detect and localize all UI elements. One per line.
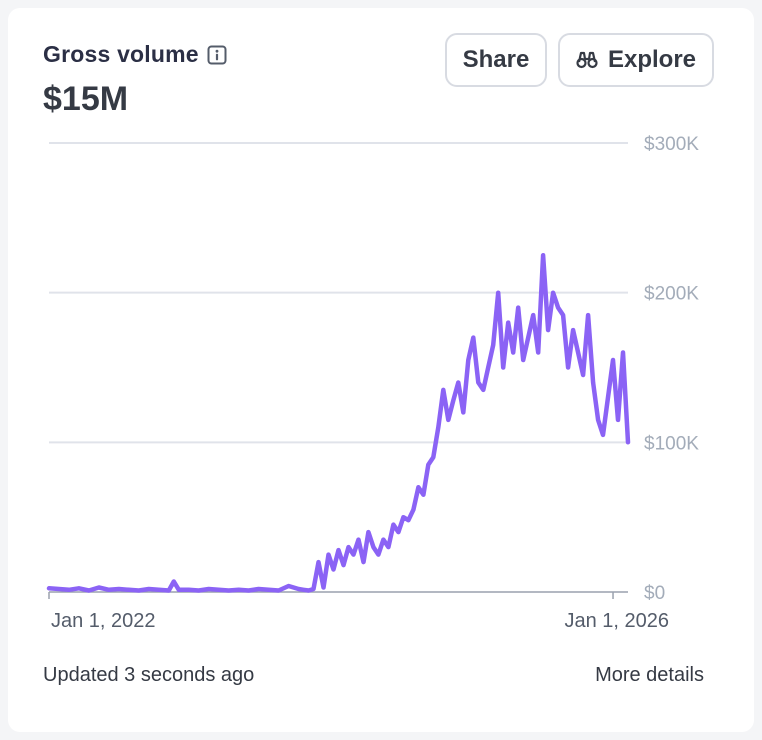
x-tick-label: Jan 1, 2022: [51, 610, 156, 632]
card-header: Gross volume: [43, 41, 227, 68]
series-line-gross-volume[interactable]: [46, 253, 631, 593]
total-value: $15M: [43, 80, 129, 118]
x-tick-label: Jan 1, 2026: [564, 610, 669, 632]
info-icon[interactable]: [207, 45, 227, 65]
updated-status: Updated 3 seconds ago: [43, 664, 255, 686]
explore-button[interactable]: Explore: [558, 33, 714, 87]
y-tick-label: $300K: [644, 134, 699, 155]
explore-button-label: Explore: [607, 46, 697, 73]
binoculars-icon: [576, 51, 598, 69]
y-tick-label: $0: [644, 583, 665, 604]
more-details-link[interactable]: More details: [595, 664, 704, 686]
share-button[interactable]: Share: [445, 33, 547, 87]
y-tick-label: $100K: [644, 433, 699, 454]
gross-volume-chart: $300K $200K $100K $0 Jan 1, 2022 Jan 1, 2026: [46, 134, 699, 632]
gross-volume-card: Gross volume $15M Share Explore $300K $20…: [8, 8, 754, 732]
y-tick-label: $200K: [644, 284, 699, 305]
share-button-label: Share: [462, 46, 530, 73]
card-title: Gross volume: [43, 41, 199, 67]
